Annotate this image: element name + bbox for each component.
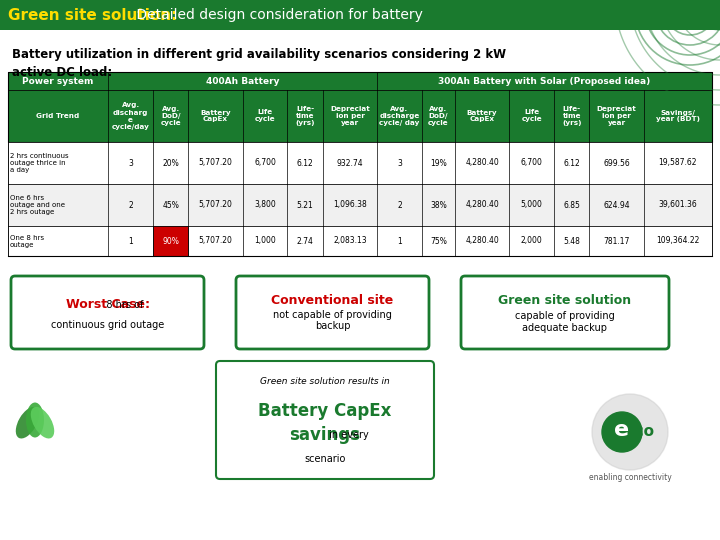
Text: 1: 1	[397, 237, 402, 246]
Text: 1: 1	[128, 237, 133, 246]
Text: 38%: 38%	[430, 200, 447, 210]
Text: Conventional site: Conventional site	[271, 294, 394, 307]
FancyBboxPatch shape	[236, 276, 429, 349]
Ellipse shape	[26, 402, 44, 437]
Text: 5,707.20: 5,707.20	[199, 200, 233, 210]
FancyBboxPatch shape	[8, 226, 712, 256]
Text: 5.21: 5.21	[297, 200, 313, 210]
Text: 20%: 20%	[162, 159, 179, 167]
Text: 19,587.62: 19,587.62	[659, 159, 697, 167]
Text: capable of providing
adequate backup: capable of providing adequate backup	[515, 312, 615, 333]
Text: 109,364.22: 109,364.22	[656, 237, 700, 246]
Text: Detailed design consideration for battery: Detailed design consideration for batter…	[132, 8, 423, 22]
Text: .co: .co	[629, 424, 654, 440]
Text: 3,800: 3,800	[254, 200, 276, 210]
Text: Savings/
year (BDT): Savings/ year (BDT)	[656, 110, 700, 123]
Text: 6,700: 6,700	[521, 159, 542, 167]
Circle shape	[602, 412, 642, 452]
Text: 5,707.20: 5,707.20	[199, 159, 233, 167]
Text: savings: savings	[289, 427, 361, 444]
FancyBboxPatch shape	[8, 72, 712, 90]
Text: 45%: 45%	[162, 200, 179, 210]
FancyBboxPatch shape	[0, 0, 720, 30]
Text: Battery
CapEx: Battery CapEx	[467, 110, 498, 123]
Text: enabling connectivity: enabling connectivity	[589, 474, 671, 483]
FancyBboxPatch shape	[8, 142, 712, 184]
Text: Depreciat
ion per
year: Depreciat ion per year	[330, 106, 370, 126]
Text: Life
cycle: Life cycle	[521, 110, 542, 123]
Text: 2 hrs continuous
outage thrice in
a day: 2 hrs continuous outage thrice in a day	[10, 153, 68, 173]
Text: 2: 2	[397, 200, 402, 210]
Text: Life-
time
(yrs): Life- time (yrs)	[562, 106, 582, 126]
Text: 39,601.36: 39,601.36	[658, 200, 697, 210]
FancyBboxPatch shape	[11, 276, 204, 349]
Ellipse shape	[16, 407, 39, 438]
FancyBboxPatch shape	[8, 90, 712, 142]
Text: Avg.
DoD/
cycle: Avg. DoD/ cycle	[161, 106, 181, 126]
Text: 300Ah Battery with Solar (Proposed idea): 300Ah Battery with Solar (Proposed idea)	[438, 77, 651, 85]
Text: 6.12: 6.12	[563, 159, 580, 167]
Text: Life-
time
(yrs): Life- time (yrs)	[295, 106, 315, 126]
Text: One 6 hrs
outage and one
2 hrs outage: One 6 hrs outage and one 2 hrs outage	[10, 195, 65, 215]
Text: Worst Case:: Worst Case:	[66, 298, 150, 311]
Text: 2: 2	[128, 200, 133, 210]
Text: 19%: 19%	[430, 159, 447, 167]
Text: 4,280.40: 4,280.40	[465, 159, 499, 167]
Text: not capable of providing
backup: not capable of providing backup	[273, 309, 392, 331]
Text: 3: 3	[128, 159, 133, 167]
Text: 75%: 75%	[430, 237, 447, 246]
Text: 624.94: 624.94	[603, 200, 630, 210]
Text: 5,000: 5,000	[521, 200, 542, 210]
Text: 6,700: 6,700	[254, 159, 276, 167]
Text: 1,000: 1,000	[254, 237, 276, 246]
Text: Battery CapEx: Battery CapEx	[258, 402, 392, 420]
Text: Green site solution results in: Green site solution results in	[260, 377, 390, 386]
Text: 1,096.38: 1,096.38	[333, 200, 367, 210]
Text: 781.17: 781.17	[603, 237, 630, 246]
Text: Battery utilization in different grid availability scenarios considering 2 kW
ac: Battery utilization in different grid av…	[12, 48, 506, 79]
Text: 6.12: 6.12	[297, 159, 313, 167]
Ellipse shape	[31, 407, 54, 438]
Text: 932.74: 932.74	[337, 159, 364, 167]
Text: Green site solution: Green site solution	[498, 294, 631, 307]
Text: 699.56: 699.56	[603, 159, 630, 167]
Text: Grid Trend: Grid Trend	[37, 113, 80, 119]
Text: 4,280.40: 4,280.40	[465, 237, 499, 246]
Text: Avg.
discharg
e
cycle/day: Avg. discharg e cycle/day	[112, 103, 150, 130]
Text: 2,083.13: 2,083.13	[333, 237, 366, 246]
Text: 5.48: 5.48	[563, 237, 580, 246]
Text: 2.74: 2.74	[297, 237, 314, 246]
Text: Green site solution:: Green site solution:	[8, 8, 177, 23]
Text: 8 hrs of: 8 hrs of	[72, 300, 143, 310]
FancyBboxPatch shape	[461, 276, 669, 349]
Text: 6.85: 6.85	[563, 200, 580, 210]
Text: 90%: 90%	[162, 237, 179, 246]
Text: 5,707.20: 5,707.20	[199, 237, 233, 246]
Text: e: e	[614, 420, 629, 440]
Circle shape	[592, 394, 668, 470]
Text: Avg.
discharge
cycle/ day: Avg. discharge cycle/ day	[379, 106, 420, 126]
Text: 2,000: 2,000	[521, 237, 542, 246]
Text: Battery
CapEx: Battery CapEx	[200, 110, 231, 123]
Text: 4,280.40: 4,280.40	[465, 200, 499, 210]
FancyBboxPatch shape	[216, 361, 434, 479]
Text: Life
cycle: Life cycle	[255, 110, 275, 123]
Text: Avg.
DoD/
cycle: Avg. DoD/ cycle	[428, 106, 449, 126]
FancyBboxPatch shape	[153, 226, 189, 256]
Text: 400Ah Battery: 400Ah Battery	[206, 77, 279, 85]
Text: Power system: Power system	[22, 77, 94, 85]
Text: scenario: scenario	[305, 454, 346, 463]
Text: in every: in every	[325, 430, 369, 441]
Text: Depreciat
ion per
year: Depreciat ion per year	[597, 106, 636, 126]
Text: continuous grid outage: continuous grid outage	[51, 321, 164, 330]
Text: 3: 3	[397, 159, 402, 167]
FancyBboxPatch shape	[8, 184, 712, 226]
Text: One 8 hrs
outage: One 8 hrs outage	[10, 234, 44, 247]
